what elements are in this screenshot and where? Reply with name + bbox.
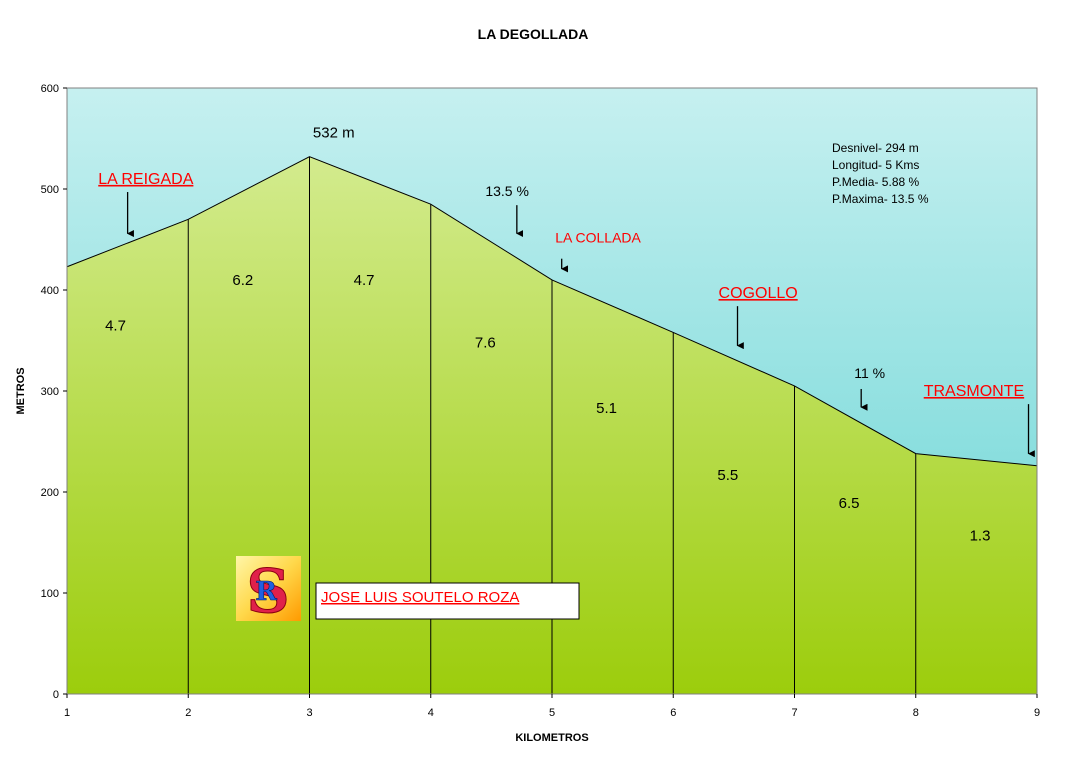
x-tick-label: 8: [913, 707, 919, 719]
annotations: 532 m LA REIGADA LA COLLADA COGOLLO TRASMONT…: [98, 124, 1035, 458]
place-label: LA REIGADA: [98, 171, 193, 188]
y-tick-label: 300: [41, 386, 59, 398]
x-tick-label: 6: [670, 707, 676, 719]
y-tick-label: 500: [41, 184, 59, 196]
x-tick-label: 3: [306, 707, 312, 719]
x-tick-label: 5: [549, 707, 555, 719]
stat-pendiente-maxima: P.Maxima- 13.5 %: [832, 192, 929, 206]
y-axis: 0 100 200 300 400 500 600: [41, 83, 67, 701]
x-axis: 1 2 3 4 5 6 7 8 9: [64, 694, 1040, 719]
y-tick-label: 200: [41, 487, 59, 499]
segment-gradient-label: 6.5: [839, 495, 860, 512]
author-name: JOSE LUIS SOUTELO ROZA: [321, 589, 519, 606]
place-label: TRASMONTE: [924, 383, 1024, 400]
segment-gradient-label: 5.5: [717, 467, 738, 484]
segment-gradient-label: 6.2: [232, 272, 253, 289]
logo-r-letter: R: [255, 577, 277, 607]
segment-gradient-label: 7.6: [475, 335, 496, 352]
stat-desnivel: Desnivel- 294 m: [832, 141, 919, 155]
y-tick-label: 0: [53, 689, 59, 701]
x-axis-title: KILOMETROS: [515, 732, 588, 744]
segment-gradient-label: 1.3: [970, 527, 991, 544]
segment-gradient-label: 4.7: [105, 317, 126, 334]
x-tick-label: 7: [791, 707, 797, 719]
y-tick-label: 400: [41, 285, 59, 297]
peak-altitude-label: 532 m: [313, 124, 355, 141]
y-axis-title: METROS: [15, 367, 27, 414]
logo-s-letter: S: [246, 557, 289, 627]
x-tick-label: 9: [1034, 707, 1040, 719]
x-tick-label: 2: [185, 707, 191, 719]
author-box: JOSE LUIS SOUTELO ROZA: [315, 582, 580, 620]
stats-box: Desnivel- 294 m Longitud- 5 Kms P.Media-…: [832, 141, 929, 206]
max-gradient-label: 13.5 %: [485, 183, 529, 199]
y-tick-label: 600: [41, 83, 59, 95]
place-label: LA COLLADA: [555, 229, 641, 245]
stat-pendiente-media: P.Media- 5.88 %: [832, 175, 919, 189]
max-gradient-label: 11 %: [854, 365, 885, 381]
segment-gradient-labels: 4.7 6.2 4.7 7.6 5.1 5.5 6.5 1.3: [105, 272, 990, 545]
y-tick-label: 100: [41, 588, 59, 600]
segment-gradient-label: 4.7: [354, 272, 375, 289]
x-tick-label: 1: [64, 707, 70, 719]
segment-gradient-label: 5.1: [596, 400, 617, 417]
place-label: COGOLLO: [719, 285, 798, 302]
chart-title: LA DEGOLLADA: [478, 26, 589, 42]
stat-longitud: Longitud- 5 Kms: [832, 158, 919, 172]
x-tick-label: 4: [428, 707, 434, 719]
author-logo: S R: [236, 556, 301, 628]
